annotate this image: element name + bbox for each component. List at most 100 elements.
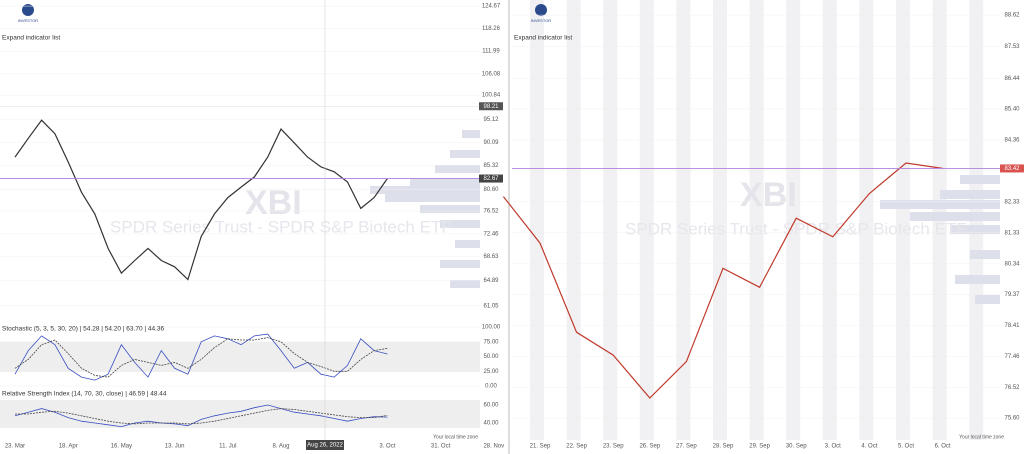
session-stripe (676, 0, 691, 440)
y-tick-label: 111.99 (482, 49, 500, 55)
volume-profile (910, 212, 1000, 221)
y-tick-label: 79.37 (1004, 292, 1020, 298)
volume-profile (450, 150, 480, 158)
y-tick-label: 61.05 (483, 303, 499, 309)
x-tick-label: 4. Oct (861, 444, 877, 450)
x-tick-label: 11. Jul (219, 444, 236, 450)
volume-profile (435, 165, 480, 173)
y-tick-label: 80.60 (483, 187, 499, 193)
volume-profile (950, 225, 1000, 234)
y-tick-label: 75.00 (483, 339, 499, 345)
volume-profile (975, 295, 1000, 304)
logo-text[interactable]: INVESTOR (531, 18, 551, 23)
session-stripe (530, 0, 544, 440)
y-tick-label: 124.67 (482, 4, 501, 10)
session-stripe (859, 0, 874, 440)
volume-profile (970, 250, 1000, 259)
y-tick-label: 81.33 (1004, 230, 1020, 236)
logo-icon[interactable] (535, 4, 547, 16)
last-price-tag (1000, 164, 1024, 173)
y-tick-label: 60.00 (483, 403, 499, 409)
x-tick-label: 3. Oct (825, 444, 841, 450)
volume-profile (955, 275, 1000, 284)
y-tick-label: 85.40 (1004, 107, 1020, 113)
y-tick-label: 106.08 (482, 71, 501, 77)
y-tick-label: 82.33 (1004, 199, 1020, 205)
indicator-title: Relative Strength Index (14, 70, 30, clo… (2, 391, 167, 398)
x-tick-label: 28. Nov (483, 444, 504, 450)
x-tick-label: 5. Oct (898, 444, 914, 450)
x-tick-label: 6. Oct (935, 444, 951, 450)
y-tick-label: 50.00 (483, 354, 499, 360)
volume-profile (450, 280, 480, 288)
volume-profile (462, 130, 480, 138)
session-stripe (822, 0, 837, 440)
x-tick-label: 13. Jun (165, 444, 185, 450)
y-tick-label: 100.84 (482, 93, 501, 99)
y-tick-label: 64.89 (483, 278, 499, 284)
series-line (14, 119, 388, 281)
y-tick-label: 76.52 (1004, 385, 1020, 391)
expand-indicators[interactable]: Expand indicator list (2, 35, 60, 42)
series-line (15, 408, 388, 425)
y-tick-label: 0.00 (485, 384, 497, 390)
y-tick-label: 86.44 (1004, 76, 1020, 82)
x-tick-label: 3. Oct (379, 444, 395, 450)
y-tick-label: 100.00 (482, 325, 501, 331)
volume-profile (440, 260, 480, 268)
decor (0, 0, 1000, 440)
watermark-symbol: XBI (740, 176, 797, 214)
logo-text[interactable]: INVESTOR (18, 18, 38, 23)
volume-profile (440, 220, 480, 228)
watermark-name: SPDR Series Trust - SPDR S&P Biotech ETF (625, 219, 967, 238)
last-price-label: 82.67 (483, 176, 499, 182)
y-tick-label: 40.00 (483, 421, 499, 427)
series-line (14, 404, 388, 428)
y-tick-label: 75.60 (1004, 416, 1020, 422)
x-tick-label: 28. Sep (713, 444, 734, 450)
series-line (502, 162, 943, 399)
volume-profile (385, 194, 480, 202)
session-stripe (603, 0, 618, 440)
indicator-title: Stochastic (5, 3, 5, 30, 20) | 54.28 | 5… (2, 326, 165, 333)
timezone: Your local time zone (959, 434, 1004, 440)
x-tick-label: 16. May (111, 444, 132, 450)
stoch-band (0, 342, 480, 372)
y-tick-label: 84.36 (1004, 138, 1020, 144)
y-tick-label: 85.32 (483, 163, 499, 169)
x-tick-label: 29. Sep (749, 444, 770, 450)
series-line (14, 337, 388, 378)
x-tick-label: 27. Sep (676, 444, 697, 450)
volume-profile (410, 178, 480, 186)
watermark-name: SPDR Series Trust - SPDR S&P Biotech ETF (110, 217, 452, 236)
session-stripe (639, 0, 654, 440)
marker-price-label: 98.21 (483, 104, 499, 110)
y-tick-label: 77.46 (1004, 354, 1020, 360)
watermark-symbol: XBI (245, 184, 302, 222)
expand-indicators[interactable]: Expand indicator list (514, 35, 572, 42)
x-tick-label: 22. Sep (566, 444, 587, 450)
timezone: Your local time zone (433, 434, 478, 440)
x-tick-label: 26. Sep (639, 444, 660, 450)
logo-icon[interactable] (22, 4, 34, 16)
crosshair-tag (306, 440, 344, 450)
crosshair-date: Aug 26, 2022 (307, 443, 343, 449)
session-stripe (786, 0, 801, 440)
y-tick-label: 68.63 (483, 254, 499, 260)
volume-profile (455, 240, 480, 248)
volume-profile (960, 175, 1000, 184)
session-stripe (896, 0, 910, 440)
volume-profile (880, 200, 1000, 209)
volume-profile (940, 190, 1000, 199)
y-tick-label: 80.34 (1004, 261, 1020, 267)
y-tick-label: 72.46 (483, 231, 499, 237)
x-tick-label: 21. Sep (530, 444, 551, 450)
session-stripe (713, 0, 727, 440)
last-price-label: 83.42 (1004, 166, 1020, 172)
y-tick-label: 90.09 (483, 140, 499, 146)
last-price-tag (479, 174, 503, 183)
x-tick-label: 30. Sep (786, 444, 807, 450)
x-tick-label: 18. Apr (59, 444, 78, 450)
